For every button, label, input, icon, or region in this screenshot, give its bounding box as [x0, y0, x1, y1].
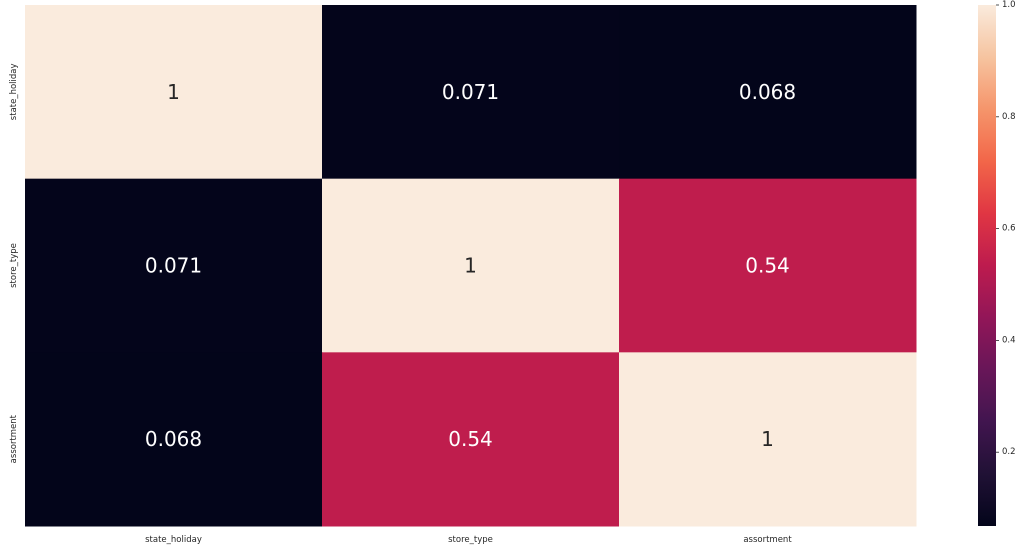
colorbar-gradient	[978, 5, 996, 526]
cell-annotation: 0.068	[739, 80, 796, 104]
heatmap-cell	[25, 5, 323, 180]
heatmap-cells	[25, 5, 917, 527]
colorbar-tick-label: 0.8	[1002, 112, 1016, 122]
cell-annotation: 1	[167, 80, 180, 104]
cell-annotation: 0.071	[442, 80, 499, 104]
cell-annotation: 1	[464, 254, 477, 278]
heatmap-cell	[322, 352, 620, 527]
heatmap-cell	[619, 178, 917, 353]
heatmap-cell	[619, 352, 917, 527]
heatmap-cell	[322, 178, 620, 353]
colorbar-tick-label: 0.2	[1002, 447, 1016, 457]
heatmap-cell	[25, 352, 323, 527]
cell-annotation: 0.071	[145, 254, 202, 278]
heatmap-cell	[619, 5, 917, 180]
x-tick-label: state_holiday	[145, 535, 202, 545]
colorbar: 0.2 0.4 0.6 0.8 1.0	[978, 0, 1016, 526]
heatmap-cell	[25, 178, 323, 353]
y-tick-label: store_type	[9, 243, 19, 288]
cell-annotation: 0.068	[145, 427, 202, 451]
y-tick-label: state_holiday	[9, 63, 19, 120]
cell-annotation: 0.54	[745, 254, 790, 278]
cell-annotations: 1 0.071 0.068 0.071 1 0.54 0.068 0.54 1	[145, 80, 796, 451]
y-tick-label: assortment	[9, 414, 19, 463]
x-tick-label: store_type	[448, 535, 493, 545]
x-tick-label: assortment	[743, 535, 792, 545]
colorbar-tick-label: 1.0	[1002, 0, 1016, 10]
colorbar-tick-label: 0.4	[1002, 335, 1016, 345]
colorbar-tick-label: 0.6	[1002, 224, 1016, 234]
x-axis-tick-labels: state_holiday store_type assortment	[145, 535, 792, 545]
cell-annotation: 1	[761, 427, 774, 451]
cell-annotation: 0.54	[448, 427, 493, 451]
y-axis-tick-labels: state_holiday store_type assortment	[9, 63, 19, 463]
heatmap-cell	[322, 5, 620, 180]
